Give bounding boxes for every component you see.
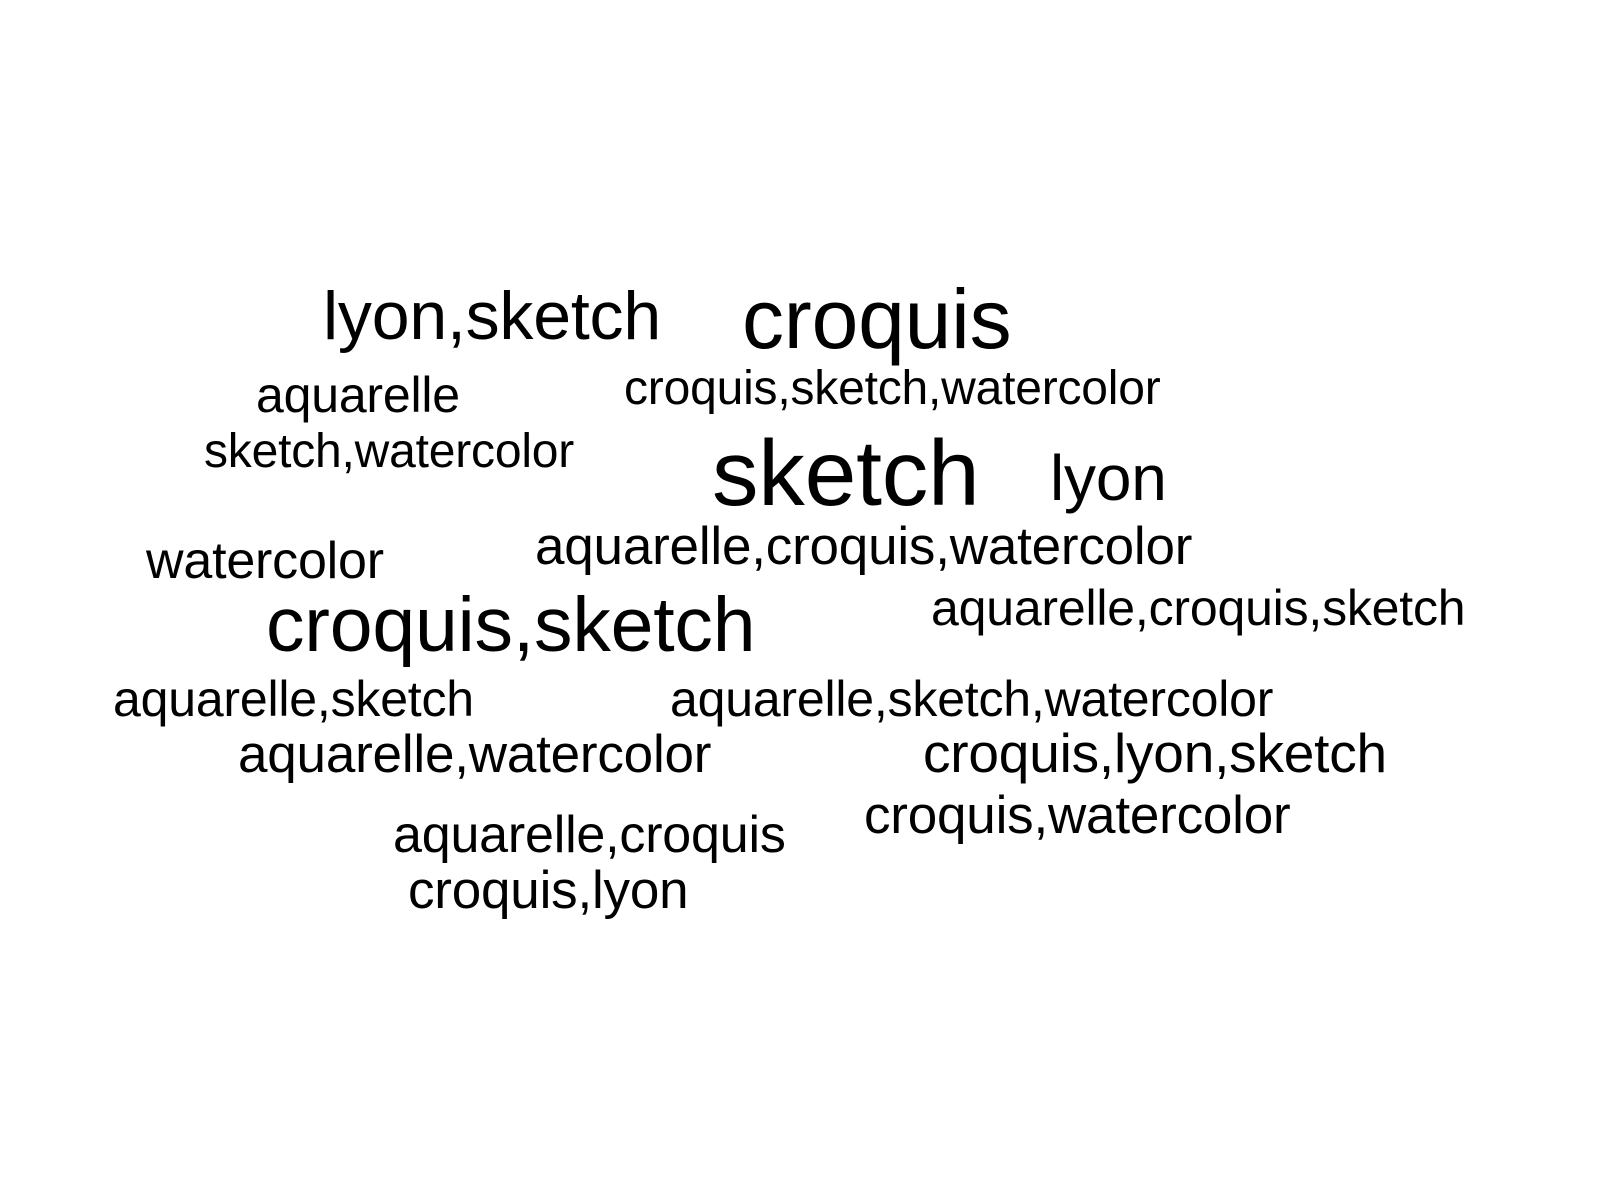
word-sketch: sketch	[712, 421, 980, 525]
word-aquarelle-sketch-watercolor: aquarelle,sketch,watercolor	[670, 671, 1274, 727]
word-croquis-lyon-sketch: croquis,lyon,sketch	[923, 722, 1387, 784]
word-croquis-sketch: croquis,sketch	[266, 582, 756, 668]
word-aquarelle-croquis-watercolor: aquarelle,croquis,watercolor	[535, 517, 1193, 576]
word-lyon: lyon	[1050, 442, 1167, 514]
word-aquarelle-watercolor: aquarelle,watercolor	[238, 725, 712, 784]
word-aquarelle-croquis: aquarelle,croquis	[393, 806, 786, 864]
word-croquis-lyon: croquis,lyon	[408, 861, 689, 920]
word-croquis-sketch-watercolor: croquis,sketch,watercolor	[624, 362, 1161, 415]
word-lyon-sketch: lyon,sketch	[323, 278, 661, 354]
word-croquis-watercolor: croquis,watercolor	[864, 786, 1291, 845]
word-aquarelle-sketch: aquarelle,sketch	[113, 671, 474, 727]
word-watercolor: watercolor	[146, 532, 384, 590]
word-sketch-watercolor: sketch,watercolor	[204, 425, 575, 478]
word-aquarelle: aquarelle	[256, 367, 460, 423]
word-croquis: croquis	[742, 272, 1012, 366]
word-aquarelle-croquis-sketch: aquarelle,croquis,sketch	[931, 580, 1466, 636]
